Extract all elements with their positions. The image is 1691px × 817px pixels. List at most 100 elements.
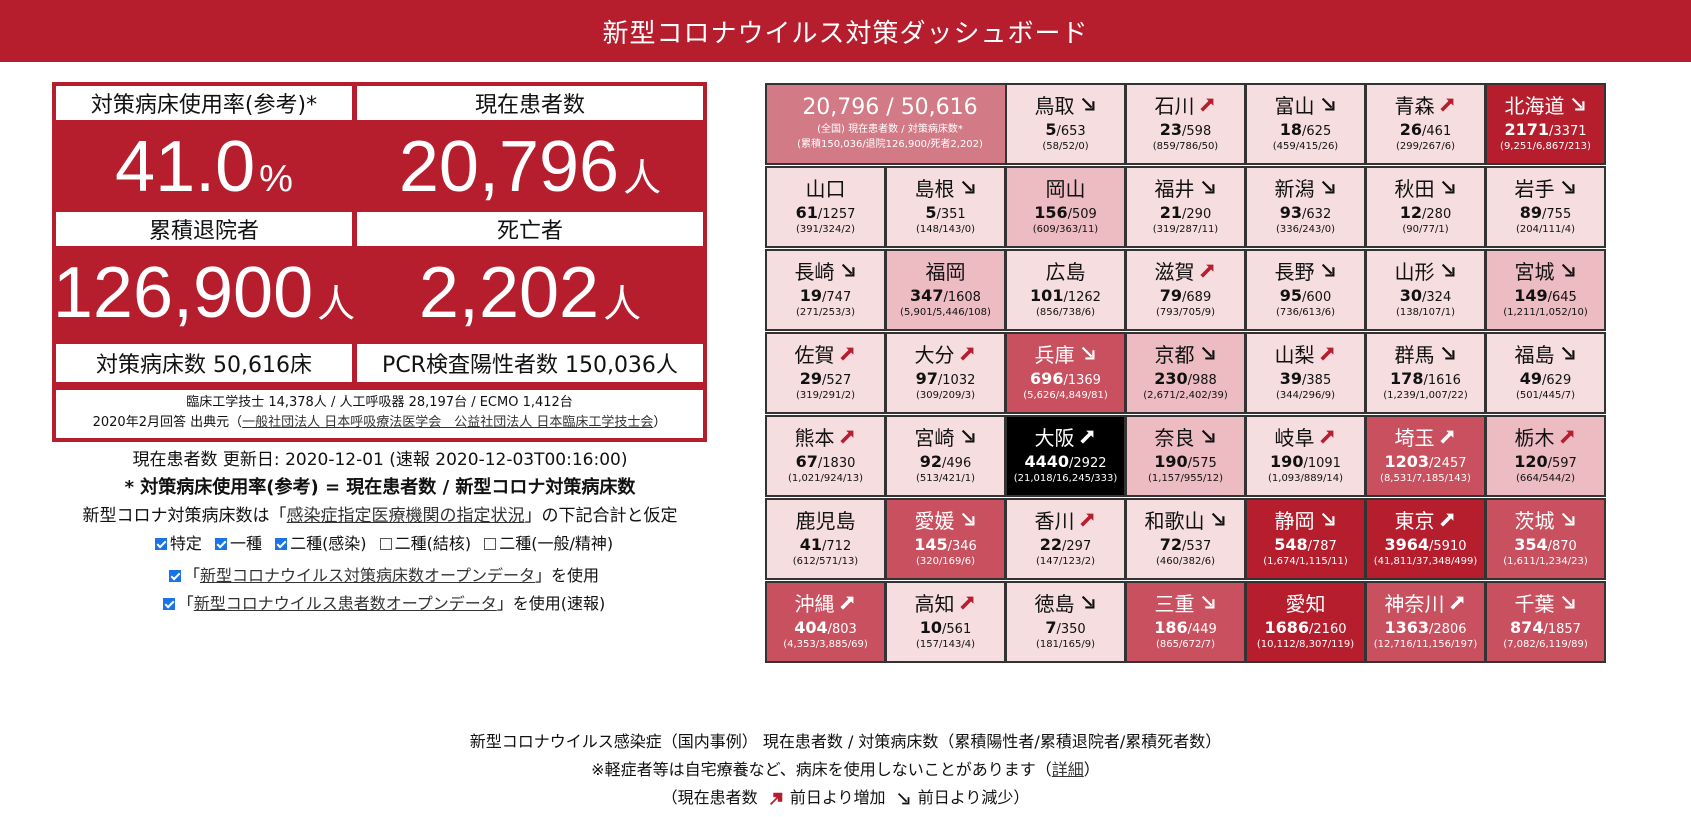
prefecture-tile[interactable]: 鹿児島 41/712 (612/571/13) [765,498,886,580]
prefecture-tile[interactable]: 岐阜 190/1091 (1,093/889/14) [1245,415,1366,497]
prefecture-tile[interactable]: 東京 3964/5910 (41,811/37,348/499) [1365,498,1486,580]
designation-status-link[interactable]: 感染症指定医療機関の指定状況 [286,506,525,526]
prefecture-tile[interactable]: 鳥取 5/653 (58/52/0) [1005,83,1126,165]
checkbox-beds-opendata[interactable] [168,570,181,582]
update-date: 現在患者数 更新日: 2020-12-01 (速報 2020-12-03T00:… [132,450,628,470]
prefecture-tile[interactable]: 京都 230/988 (2,671/2,402/39) [1125,332,1246,414]
prefecture-tile[interactable]: 茨城 354/870 (1,611/1,234/23) [1485,498,1606,580]
prefecture-tile[interactable]: 滋賀 79/689 (793/705/9) [1125,249,1246,331]
prefecture-name: 鳥取 [1007,91,1124,118]
arrow-up-icon [1199,264,1213,278]
checkbox-nishu-kansen[interactable] [275,538,288,550]
prefecture-name: 長野 [1247,257,1364,284]
patients-label: 現在患者数 [357,86,703,120]
prefecture-tile[interactable]: 香川 22/297 (147/123/2) [1005,498,1126,580]
prefecture-tile[interactable]: 山口 61/1257 (391/324/2) [765,166,886,248]
arrow-down-icon [1561,512,1574,526]
checkbox-tokutei[interactable] [154,538,167,550]
prefecture-breakdown: (1,093/889/14) [1268,473,1343,484]
prefecture-name: 愛知 [1285,591,1326,616]
prefecture-counts: 39/385 [1279,369,1332,388]
prefecture-tile[interactable]: 広島 101/1262 (856/738/6) [1005,249,1126,331]
source-link[interactable]: 一般社団法人 日本呼吸療法医学会 公益社団法人 日本臨床工学技士会 [242,415,654,430]
prefecture-counts: 97/1032 [915,369,976,388]
checkbox-isshu[interactable] [214,538,227,550]
prefecture-breakdown: (204/111/4) [1515,224,1576,235]
prefecture-tile[interactable]: 大分 97/1032 (309/209/3) [885,332,1006,414]
national-total-numbers: 20,796 / 50,616 [802,95,978,120]
prefecture-tile[interactable]: 福岡 347/1608 (5,901/5,446/108) [885,249,1006,331]
prefecture-tile[interactable]: 石川 23/598 (859/786/50) [1125,83,1246,165]
checkbox-patients-opendata[interactable] [162,598,175,610]
prefecture-tile[interactable]: 北海道 2171/3371 (9,251/6,867/213) [1485,83,1606,165]
prefecture-tile[interactable]: 長野 95/600 (736/613/6) [1245,249,1366,331]
prefecture-tile[interactable]: 富山 18/625 (459/415/26) [1245,83,1366,165]
prefecture-tile[interactable]: 島根 5/351 (148/143/0) [885,166,1006,248]
details-link[interactable]: 詳細 [1051,760,1084,779]
prefecture-tile[interactable]: 秋田 12/280 (90/77/1) [1365,166,1486,248]
prefecture-tile[interactable]: 長崎 19/747 (271/253/3) [765,249,886,331]
prefecture-tile[interactable]: 静岡 548/787 (1,674/1,115/11) [1245,498,1366,580]
national-total-tile[interactable]: 20,796 / 50,616 (全国) 現在患者数 / 対策病床数* (累積1… [765,83,1015,165]
prefecture-tile[interactable]: 青森 26/461 (299/267/6) [1365,83,1486,165]
prefecture-tile[interactable]: 奈良 190/575 (1,157/955/12) [1125,415,1246,497]
arrow-down-icon [1561,180,1574,194]
arrow-down-icon [961,180,974,194]
prefecture-breakdown: (319/287/11) [1152,224,1219,235]
prefecture-tile[interactable]: 新潟 93/632 (336/243/0) [1245,166,1366,248]
prefecture-counts: 12/280 [1399,203,1452,222]
prefecture-counts: 186/449 [1154,618,1217,637]
prefecture-tile[interactable]: 熊本 67/1830 (1,021/924/13) [765,415,886,497]
arrow-down-icon [1561,595,1574,609]
prefecture-name: 富山 [1247,91,1364,118]
prefecture-tile[interactable]: 山形 30/324 (138/107/1) [1365,249,1486,331]
prefecture-tile[interactable]: 岡山 156/509 (609/363/11) [1005,166,1126,248]
beds-opendata-link[interactable]: 新型コロナウイルス対策病床数オープンデータ [199,566,536,585]
prefecture-counts: 23/598 [1159,120,1212,139]
prefecture-tile[interactable]: 高知 10/561 (157/143/4) [885,581,1006,663]
prefecture-tile[interactable]: 沖縄 404/803 (4,353/3,885/69) [765,581,886,663]
prefecture-tile[interactable]: 大阪 4440/2922 (21,018/16,245/333) [1005,415,1126,497]
prefecture-counts: 230/988 [1154,369,1217,388]
prefecture-counts: 7/350 [1045,618,1086,637]
prefecture-tile[interactable]: 岩手 89/755 (204/111/4) [1485,166,1606,248]
prefecture-tile[interactable]: 三重 186/449 (865/672/7) [1125,581,1246,663]
prefecture-tile[interactable]: 栃木 120/597 (664/544/2) [1485,415,1606,497]
prefecture-tile[interactable]: 和歌山 72/537 (460/382/6) [1125,498,1246,580]
arrow-down-icon [1441,180,1454,194]
prefecture-counts: 190/1091 [1270,452,1341,471]
prefecture-tile[interactable]: 福島 49/629 (501/445/7) [1485,332,1606,414]
arrow-up-icon [1319,347,1333,361]
prefecture-tile[interactable]: 宮崎 92/496 (513/421/1) [885,415,1006,497]
checkbox-nishu-ippan[interactable] [484,538,497,550]
prefecture-breakdown: (181/165/9) [1035,639,1096,650]
prefecture-tile[interactable]: 佐賀 29/527 (319/291/2) [765,332,886,414]
prefecture-breakdown: (147/123/2) [1035,556,1096,567]
checkbox-nishu-kekkaku[interactable] [379,538,392,550]
patients-opendata-link[interactable]: 新型コロナウイルス患者数オープンデータ [193,594,497,613]
prefecture-tile[interactable]: 兵庫 696/1369 (5,626/4,849/81) [1005,332,1126,414]
prefecture-breakdown: (501/445/7) [1515,390,1576,401]
prefecture-tile[interactable]: 徳島 7/350 (181/165/9) [1005,581,1126,663]
prefecture-breakdown: (21,018/16,245/333) [1013,473,1118,484]
prefecture-breakdown: (609/363/11) [1032,224,1099,235]
prefecture-counts: 41/712 [799,535,852,554]
prefecture-breakdown: (1,239/1,007/22) [1383,390,1468,401]
prefecture-tile[interactable]: 神奈川 1363/2806 (12,716/11,156/197) [1365,581,1486,663]
prefecture-tile[interactable]: 福井 21/290 (319/287/11) [1125,166,1246,248]
prefecture-tile[interactable]: 千葉 874/1857 (7,082/6,119/89) [1485,581,1606,663]
prefecture-name: 大阪 [1007,423,1124,450]
prefecture-name: 福井 [1127,174,1244,201]
prefecture-tile[interactable]: 群馬 178/1616 (1,239/1,007/22) [1365,332,1486,414]
prefecture-name: 青森 [1367,91,1484,118]
prefecture-tile[interactable]: 宮城 149/645 (1,211/1,052/10) [1485,249,1606,331]
prefecture-tile[interactable]: 埼玉 1203/2457 (8,531/7,185/143) [1365,415,1486,497]
prefecture-counts: 10/561 [919,618,972,637]
trend-legend: （現在患者数 前日より増加 前日より減少） [661,788,1030,807]
prefecture-tile[interactable]: 愛媛 145/346 (320/169/6) [885,498,1006,580]
arrow-up-icon [1319,430,1333,444]
prefecture-breakdown: (859/786/50) [1152,141,1219,152]
prefecture-tile[interactable]: 愛知 1686/2160 (10,112/8,307/119) [1245,581,1366,663]
prefecture-tile[interactable]: 山梨 39/385 (344/296/9) [1245,332,1366,414]
prefecture-counts: 1686/2160 [1264,618,1347,637]
